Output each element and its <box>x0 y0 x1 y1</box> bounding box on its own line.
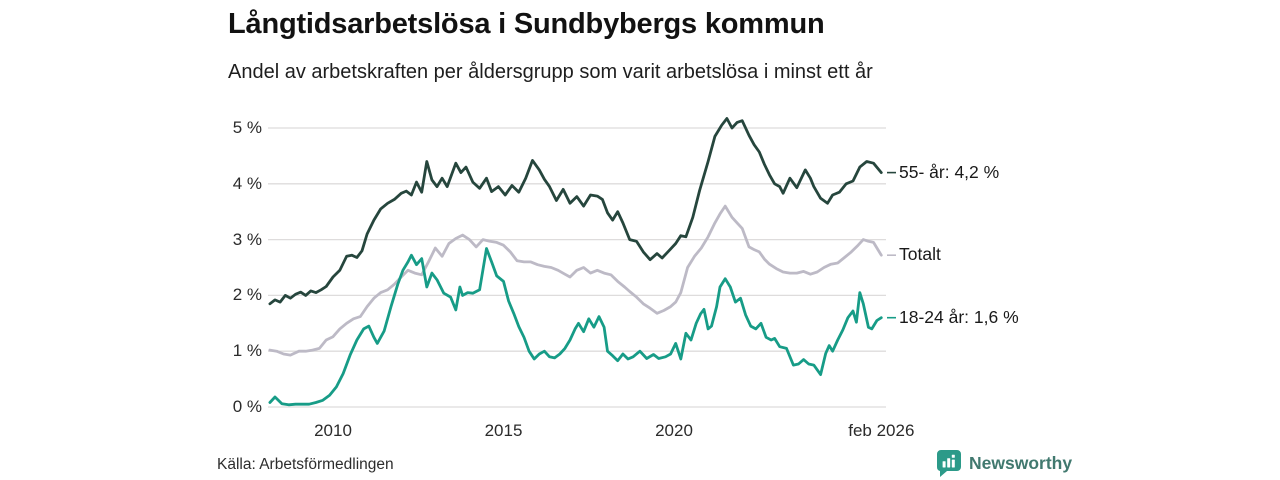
series-end-label-18-24-r: 18-24 år: 1,6 % <box>899 306 1019 327</box>
y-axis-tick: 1 % <box>232 341 262 361</box>
series-end-label-totalt: Totalt <box>899 244 941 265</box>
chart-subtitle: Andel av arbetskraften per åldersgrupp s… <box>228 61 873 83</box>
x-axis-tick: 2020 <box>655 421 693 440</box>
newsworthy-bubble-chart-icon <box>936 450 961 477</box>
series-end-label-55-r: 55- år: 4,2 % <box>899 161 1000 182</box>
y-axis-tick: 4 % <box>232 173 262 193</box>
newsworthy-logo: Newsworthy <box>936 449 1072 477</box>
series-line-totalt <box>268 204 883 357</box>
y-axis-tick: 2 % <box>232 285 262 305</box>
y-axis-tick: 5 % <box>232 118 262 137</box>
chart-title: Långtidsarbetslösa i Sundbybergs kommun <box>228 8 825 40</box>
y-axis-tick: 3 % <box>232 229 262 249</box>
x-axis-tick: 2015 <box>484 421 523 440</box>
y-axis-tick: 0 % <box>232 397 262 416</box>
series-line-55-r <box>268 117 883 306</box>
x-axis-tick: 2010 <box>314 421 352 440</box>
source-note: Källa: Arbetsförmedlingen <box>217 456 394 473</box>
newsworthy-wordmark: Newsworthy <box>969 452 1073 473</box>
series-line-18-24-r <box>268 247 883 407</box>
x-axis-tick: feb 2026 <box>848 421 915 440</box>
